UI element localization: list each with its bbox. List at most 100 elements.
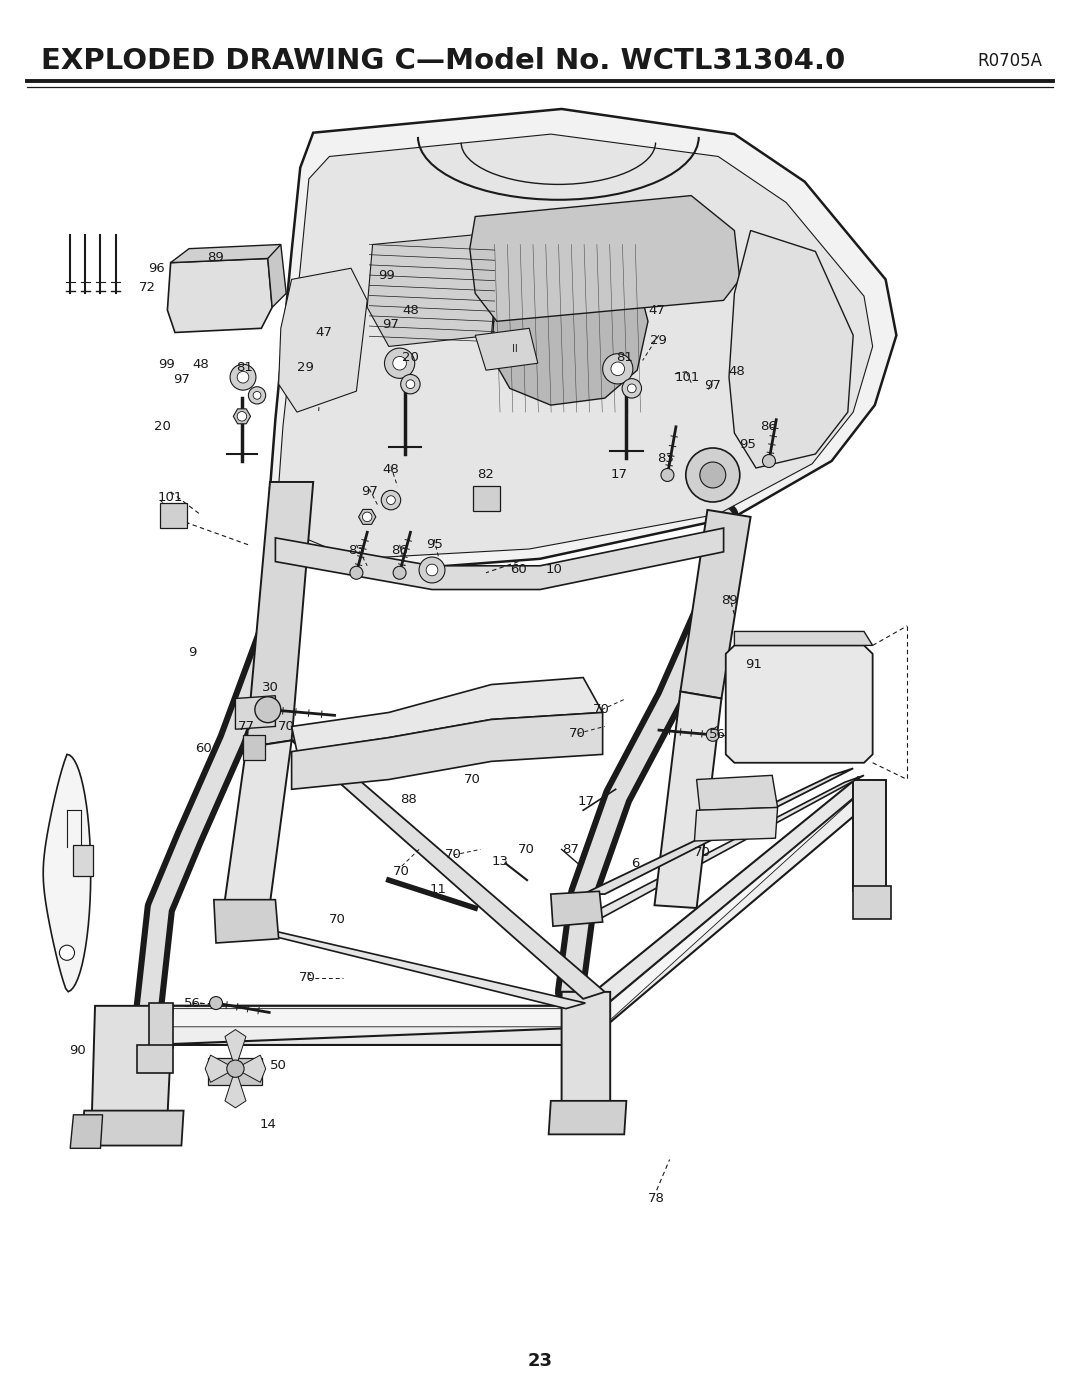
Text: 48: 48 xyxy=(402,303,419,317)
Polygon shape xyxy=(562,992,610,1111)
Text: 82: 82 xyxy=(477,468,495,482)
Polygon shape xyxy=(43,754,91,992)
Polygon shape xyxy=(214,900,279,943)
Text: 50: 50 xyxy=(270,1059,287,1073)
Circle shape xyxy=(622,379,642,398)
Polygon shape xyxy=(225,1030,246,1069)
Circle shape xyxy=(255,697,281,722)
Text: 99: 99 xyxy=(158,358,175,372)
Polygon shape xyxy=(694,807,778,841)
Text: 9: 9 xyxy=(188,645,197,659)
Text: 29: 29 xyxy=(297,360,314,374)
Circle shape xyxy=(248,387,266,404)
Circle shape xyxy=(363,513,372,521)
Text: 97: 97 xyxy=(382,317,400,331)
Polygon shape xyxy=(583,768,853,894)
Polygon shape xyxy=(235,696,275,729)
Bar xyxy=(208,1058,262,1085)
Text: 70: 70 xyxy=(393,865,410,879)
Circle shape xyxy=(627,384,636,393)
Text: 47: 47 xyxy=(648,303,665,317)
Text: 70: 70 xyxy=(278,719,295,733)
Text: EXPLODED DRAWING C—Model No. WCTL31304.0: EXPLODED DRAWING C—Model No. WCTL31304.0 xyxy=(41,47,846,75)
Text: 96: 96 xyxy=(148,261,165,275)
Text: 6: 6 xyxy=(631,856,639,870)
Polygon shape xyxy=(235,1055,266,1083)
Polygon shape xyxy=(205,1055,235,1083)
Polygon shape xyxy=(726,645,873,763)
Text: 83: 83 xyxy=(657,451,674,465)
Polygon shape xyxy=(275,528,724,590)
Polygon shape xyxy=(157,793,860,1027)
Text: 23: 23 xyxy=(527,1352,553,1369)
Text: 70: 70 xyxy=(445,848,462,862)
Circle shape xyxy=(401,374,420,394)
Polygon shape xyxy=(268,244,286,307)
Polygon shape xyxy=(279,268,367,412)
Bar xyxy=(160,503,187,528)
Text: 81: 81 xyxy=(616,351,633,365)
Text: 56: 56 xyxy=(708,728,726,742)
Text: 11: 11 xyxy=(430,883,447,897)
Circle shape xyxy=(706,728,719,742)
Text: 99: 99 xyxy=(378,268,395,282)
Text: 70: 70 xyxy=(517,842,535,856)
Text: 97: 97 xyxy=(361,485,378,499)
Polygon shape xyxy=(92,1006,173,1118)
Text: 17: 17 xyxy=(610,468,627,482)
Polygon shape xyxy=(491,244,648,405)
Text: 17: 17 xyxy=(578,795,595,809)
Text: 30: 30 xyxy=(261,680,279,694)
Polygon shape xyxy=(359,510,376,524)
Text: 91: 91 xyxy=(745,658,762,672)
Polygon shape xyxy=(149,1003,173,1048)
Text: 97: 97 xyxy=(704,379,721,393)
Text: 48: 48 xyxy=(382,462,400,476)
Text: 29: 29 xyxy=(650,334,667,348)
Text: 20: 20 xyxy=(402,351,419,365)
Polygon shape xyxy=(70,1115,103,1148)
Polygon shape xyxy=(270,109,896,573)
Polygon shape xyxy=(171,244,281,263)
Polygon shape xyxy=(734,631,873,645)
Circle shape xyxy=(350,566,363,580)
Text: 48: 48 xyxy=(728,365,745,379)
Text: 60: 60 xyxy=(510,563,527,577)
Polygon shape xyxy=(149,789,864,1045)
Circle shape xyxy=(238,372,248,383)
Polygon shape xyxy=(225,1069,246,1108)
Text: 70: 70 xyxy=(463,773,481,787)
Circle shape xyxy=(393,356,406,370)
Text: 70: 70 xyxy=(593,703,610,717)
Text: 87: 87 xyxy=(562,842,579,856)
Polygon shape xyxy=(853,886,891,919)
Polygon shape xyxy=(292,712,603,789)
Circle shape xyxy=(59,946,75,960)
Text: 89: 89 xyxy=(720,594,738,608)
Polygon shape xyxy=(853,780,886,891)
Polygon shape xyxy=(551,891,603,926)
Polygon shape xyxy=(562,777,859,1020)
Text: 14: 14 xyxy=(259,1118,276,1132)
Circle shape xyxy=(686,448,740,502)
Text: 78: 78 xyxy=(648,1192,665,1206)
Circle shape xyxy=(427,564,437,576)
Text: 70: 70 xyxy=(569,726,586,740)
Text: II: II xyxy=(512,344,518,355)
Circle shape xyxy=(661,468,674,482)
Bar xyxy=(73,845,93,876)
Circle shape xyxy=(253,391,261,400)
Polygon shape xyxy=(137,1045,173,1073)
Bar xyxy=(243,735,265,760)
Circle shape xyxy=(419,557,445,583)
Circle shape xyxy=(762,454,775,468)
Polygon shape xyxy=(697,775,778,810)
Circle shape xyxy=(393,566,406,580)
Polygon shape xyxy=(292,740,605,999)
Polygon shape xyxy=(216,922,585,1009)
Circle shape xyxy=(230,365,256,390)
Polygon shape xyxy=(149,1006,605,1045)
Polygon shape xyxy=(233,409,251,423)
Text: 86: 86 xyxy=(760,419,778,433)
Circle shape xyxy=(384,348,415,379)
